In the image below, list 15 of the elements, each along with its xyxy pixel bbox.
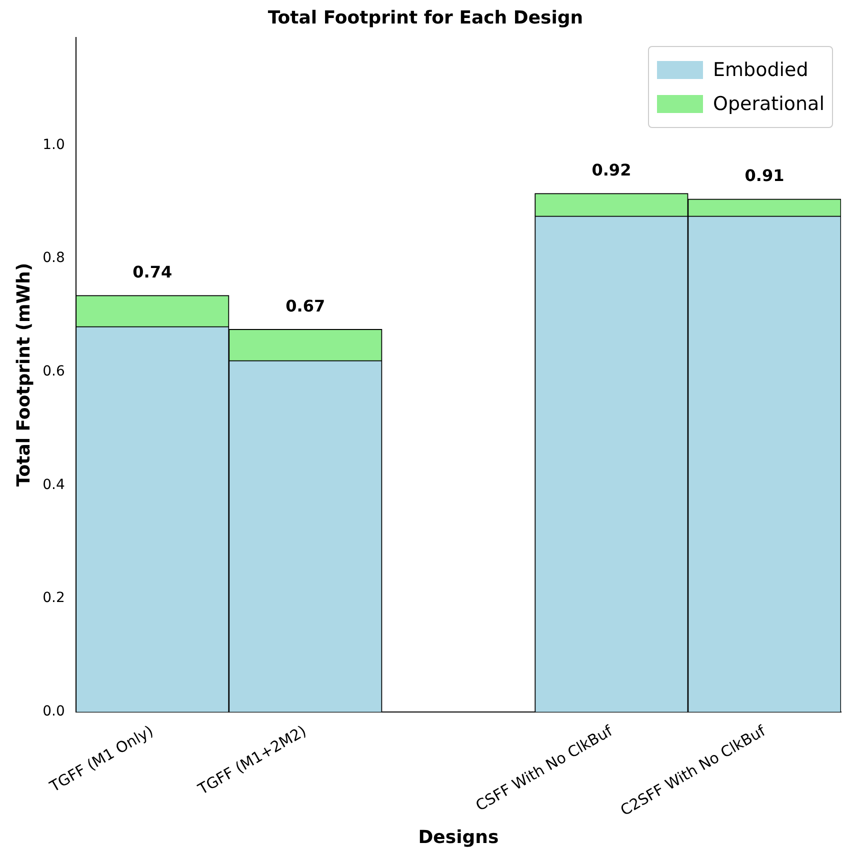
y-tick-label: 0.2 xyxy=(42,590,65,606)
y-tick-label: 1.0 xyxy=(42,136,65,153)
total-label: 0.92 xyxy=(592,160,632,180)
total-label: 0.91 xyxy=(744,166,784,186)
chart-title: Total Footprint for Each Design xyxy=(268,7,584,28)
y-tick-label: 0.0 xyxy=(42,703,65,720)
x-axis-title: Designs xyxy=(418,826,499,848)
total-label: 0.74 xyxy=(132,262,172,282)
y-tick-label: 0.6 xyxy=(42,364,65,380)
y-tick-label: 0.8 xyxy=(42,250,65,266)
y-axis-title: Total Footprint (mWh) xyxy=(13,262,34,487)
total-label: 0.67 xyxy=(286,296,326,316)
legend-label: Operational xyxy=(713,92,824,117)
legend-label: Embodied xyxy=(713,58,808,83)
y-tick-label: 0.4 xyxy=(42,476,65,493)
